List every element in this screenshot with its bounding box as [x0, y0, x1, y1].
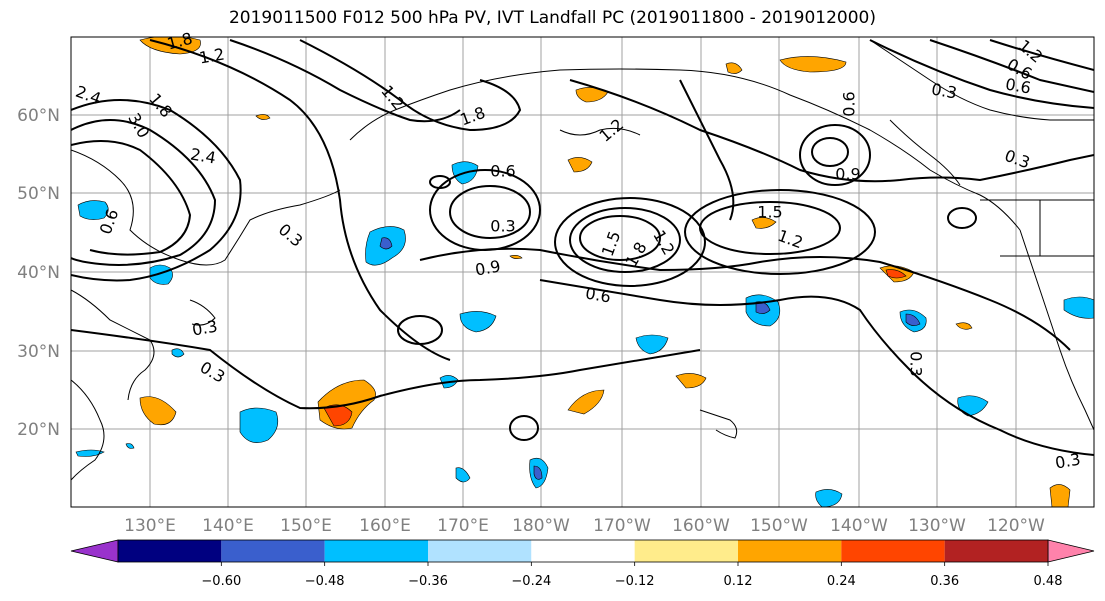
contour-label: 0.6 — [840, 91, 859, 116]
colorbar-swatch — [428, 540, 532, 562]
lon-label: 130°W — [908, 516, 966, 536]
colorbar-swatch — [944, 540, 1048, 562]
lon-label: 120°W — [987, 516, 1045, 536]
lon-label: 150°E — [280, 516, 332, 536]
colorbar-swatch — [841, 540, 945, 562]
contour-label: 0.3 — [930, 79, 958, 102]
contour-label: 1.2 — [198, 44, 226, 67]
lon-label: 130°E — [124, 516, 176, 536]
colorbar: −0.60 −0.48 −0.36 −0.24 −0.12 0.12 0.24 0.36 0.4… — [70, 539, 1095, 589]
lat-label: 40°N — [17, 263, 60, 283]
contour-label: 0.6 — [1004, 74, 1032, 97]
latitude-labels: 60°N 50°N 40°N 30°N 20°N — [17, 106, 60, 440]
contour-label: 0.6 — [584, 283, 612, 306]
pv-contours — [71, 39, 1094, 456]
colorbar-swatch — [634, 540, 738, 562]
longitude-labels: 130°E 140°E 150°E 160°E 170°E 180°W 170°W 160°W… — [124, 516, 1045, 536]
lat-label: 20°N — [17, 420, 60, 440]
colorbar-swatch — [531, 540, 635, 562]
lon-label: 160°W — [672, 516, 730, 536]
lat-label: 50°N — [17, 184, 60, 204]
lon-label: 150°W — [750, 516, 808, 536]
lat-label: 60°N — [17, 106, 60, 126]
contour-label: 0.9 — [835, 165, 860, 184]
lon-label: 140°E — [202, 516, 254, 536]
contour-label: 0.3 — [907, 351, 926, 376]
colorbar-tick-label: 0.36 — [930, 574, 959, 589]
lon-label: 170°W — [593, 516, 651, 536]
colorbar-tick-label: −0.24 — [511, 574, 551, 589]
colorbar-extend-min — [70, 539, 119, 563]
lon-label: 140°W — [830, 516, 888, 536]
lon-label: 160°E — [359, 516, 411, 536]
lon-label: 170°E — [437, 516, 489, 536]
colorbar-swatch — [324, 540, 428, 562]
colorbar-tick-label: −0.12 — [615, 574, 655, 589]
colorbar-swatch — [738, 540, 842, 562]
lat-label: 30°N — [17, 342, 60, 362]
colorbar-swatch — [118, 540, 222, 562]
colorbar-tick-label: −0.48 — [305, 574, 345, 589]
colorbar-tick-label: −0.60 — [201, 574, 241, 589]
contour-label: 0.6 — [490, 162, 515, 181]
contour-label: 0.3 — [1054, 449, 1082, 472]
contour-label: 0.9 — [474, 256, 502, 279]
colorbar-tick-label: −0.36 — [408, 574, 448, 589]
lon-label: 180°W — [512, 516, 570, 536]
colorbar-extend-max — [1047, 539, 1095, 563]
colorbar-tick-label: 0.48 — [1034, 574, 1063, 589]
colorbar-outline — [117, 539, 1049, 563]
colorbar-tick-label: 0.12 — [724, 574, 753, 589]
contour-label: 0.3 — [191, 316, 219, 339]
colorbar-tick-label: 0.24 — [827, 574, 856, 589]
contour-label: 1.5 — [757, 203, 782, 222]
contour-label: 2.4 — [189, 144, 217, 167]
colorbar-swatch — [221, 540, 325, 562]
map-title: 2019011500 F012 500 hPa PV, IVT Landfall… — [228, 8, 876, 28]
contour-label: 0.3 — [490, 217, 515, 236]
map-frame — [70, 36, 1095, 508]
